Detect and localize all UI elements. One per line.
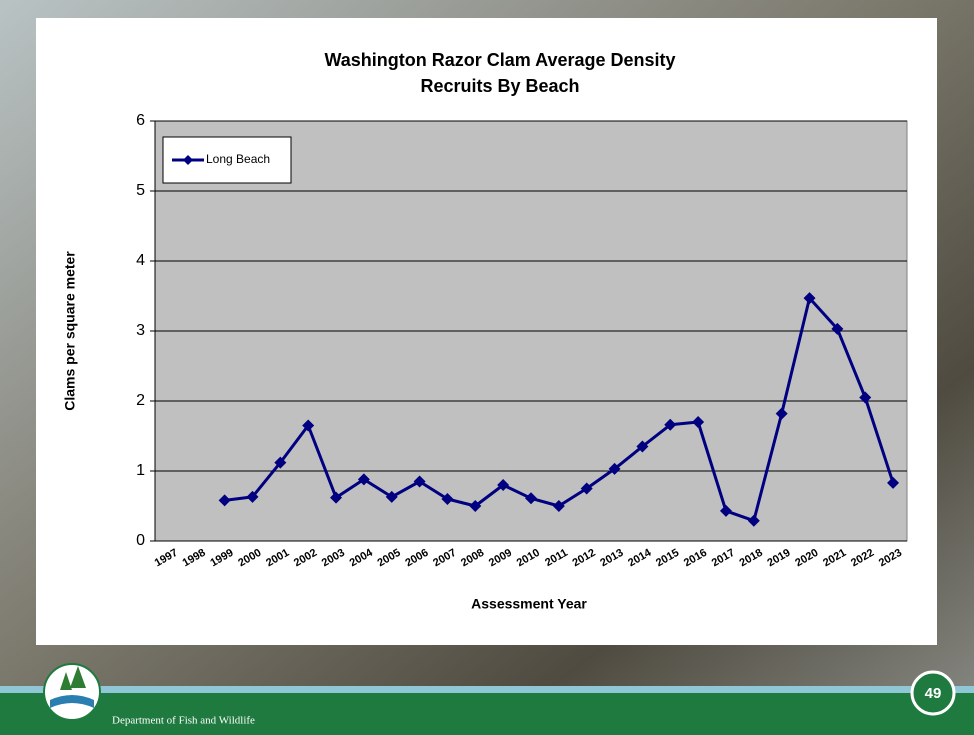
logo bbox=[43, 663, 101, 721]
data-point bbox=[747, 514, 760, 527]
footer-organization: Department of Fish and Wildlife bbox=[112, 715, 255, 727]
data-point bbox=[887, 476, 900, 489]
data-point bbox=[469, 500, 482, 512]
chart-title: Washington Razor Clam Average Density bbox=[324, 50, 675, 70]
chart-subtitle: Recruits By Beach bbox=[420, 76, 579, 96]
y-tick-label: 5 bbox=[136, 182, 145, 199]
data-point bbox=[664, 418, 677, 431]
y-tick-label: 1 bbox=[136, 462, 145, 479]
data-point bbox=[692, 416, 705, 428]
data-point bbox=[580, 482, 593, 495]
data-point bbox=[636, 440, 649, 453]
legend-label: Long Beach bbox=[206, 152, 270, 166]
legend-marker bbox=[183, 155, 193, 165]
data-point bbox=[719, 504, 732, 517]
data-point bbox=[218, 494, 231, 507]
page-number: 49 bbox=[925, 685, 942, 702]
data-point bbox=[413, 475, 426, 488]
data-point bbox=[859, 391, 872, 404]
y-tick-label: 3 bbox=[136, 322, 145, 339]
data-point bbox=[497, 479, 510, 491]
page-number-badge bbox=[910, 670, 956, 716]
data-point bbox=[608, 462, 621, 475]
data-point bbox=[302, 419, 315, 432]
data-point bbox=[274, 456, 287, 469]
data-point bbox=[803, 292, 816, 305]
data-point bbox=[330, 491, 343, 504]
y-tick-label: 0 bbox=[136, 532, 145, 549]
data-point bbox=[831, 322, 844, 335]
y-tick-label: 4 bbox=[136, 252, 145, 269]
y-tick-label: 6 bbox=[136, 112, 145, 129]
data-point bbox=[552, 500, 565, 512]
footer-stripe bbox=[0, 686, 974, 693]
data-point bbox=[441, 493, 454, 505]
y-axis-label: Clams per square meter bbox=[62, 251, 78, 411]
y-tick-label: 2 bbox=[136, 392, 145, 409]
data-point bbox=[775, 407, 788, 420]
data-point bbox=[246, 490, 259, 503]
x-axis-label: Assessment Year bbox=[471, 596, 587, 612]
footer-bar bbox=[0, 693, 974, 735]
data-point bbox=[357, 473, 370, 486]
data-point bbox=[385, 490, 398, 503]
data-point bbox=[525, 492, 537, 505]
